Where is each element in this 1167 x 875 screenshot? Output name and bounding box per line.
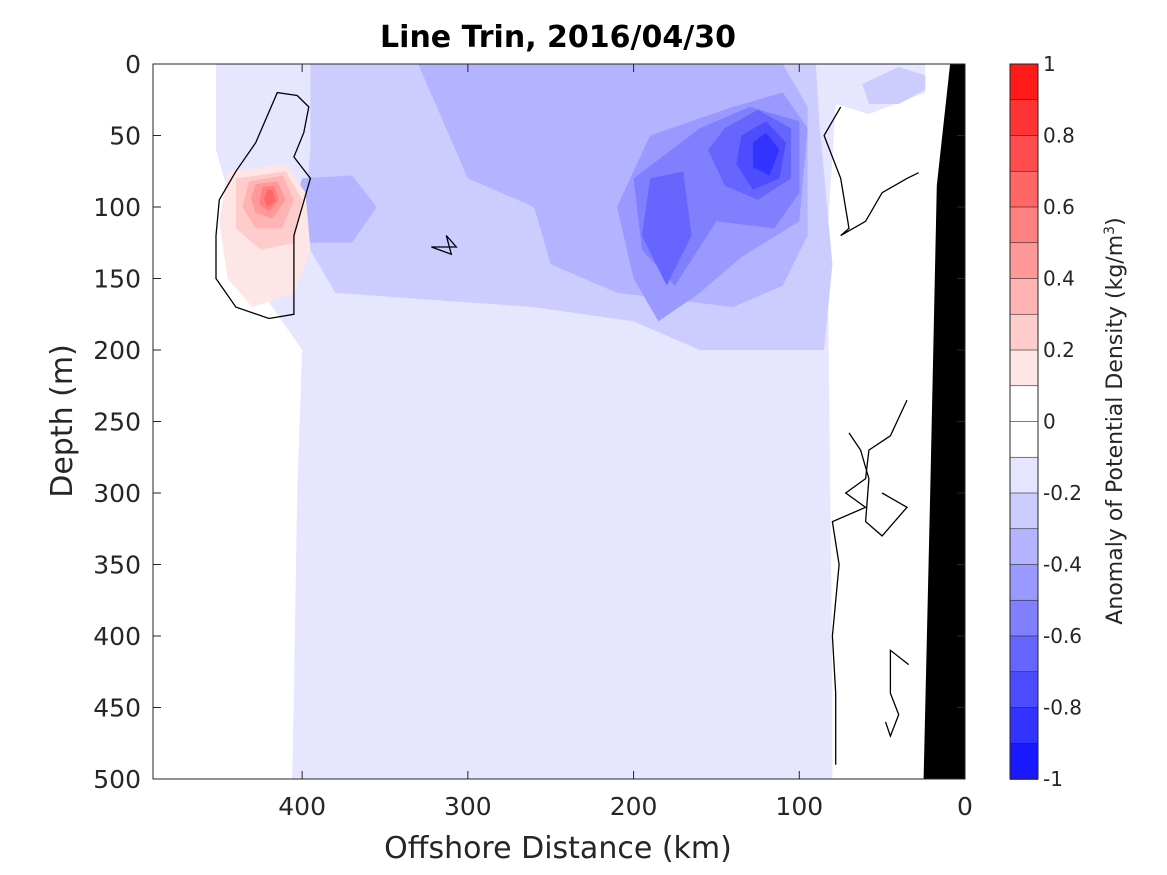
- y-tick-label: 350: [93, 551, 141, 580]
- colorbar-frame: [1009, 63, 1039, 780]
- colorbar-segment: [1009, 63, 1039, 101]
- colorbar-ticks: 1 0.8 0.6 0.4 0.2 0 -0.2 -0.4 -0.6 -0.8 -1: [1043, 52, 1082, 791]
- colorbar-tick-label: 0.4: [1043, 267, 1075, 291]
- x-tick-label: 400: [278, 792, 326, 821]
- y-tick-label: 0: [125, 50, 141, 79]
- colorbar-tick-label: 0.6: [1043, 195, 1075, 219]
- y-tick-label: 250: [93, 408, 141, 437]
- bathymetry-fill: [923, 64, 965, 779]
- colorbar-segment: [1009, 528, 1039, 566]
- x-tick-label: 300: [444, 792, 492, 821]
- colorbar-segment: [1009, 564, 1039, 602]
- y-tick-label: 150: [93, 265, 141, 294]
- colorbar-tick-label: -0.6: [1043, 624, 1082, 648]
- colorbar-tick-label: 0: [1043, 410, 1056, 434]
- zero-contour-line-5: [823, 106, 919, 237]
- colorbar-segment: [1009, 742, 1039, 780]
- contour-region-neg-8: [641, 171, 692, 286]
- zero-contour-line-0: [215, 91, 312, 320]
- colorbar-segment: [1009, 313, 1039, 351]
- x-tick-label: 0: [957, 792, 973, 821]
- colorbar-segment: [1009, 170, 1039, 208]
- colorbar-tick-label: 1: [1043, 52, 1056, 76]
- y-axis-label: Depth (m): [45, 344, 80, 498]
- zero-contour-layer: [215, 91, 919, 765]
- x-tick-label: 100: [775, 792, 823, 821]
- y-tick-label: 500: [93, 765, 141, 794]
- zero-contour-line-4: [884, 648, 910, 738]
- colorbar-segment: [1009, 599, 1039, 637]
- contour-fill-layer: [216, 64, 926, 779]
- colorbar-segment: [1009, 278, 1039, 316]
- y-tick-label: 100: [93, 193, 141, 222]
- x-axis-label: Offshore Distance (km): [384, 831, 732, 866]
- x-axis: 400 300 200 100 0: [278, 64, 973, 821]
- colorbar-segment: [1009, 707, 1039, 745]
- colorbar-segment: [1009, 385, 1039, 423]
- x-tick-label: 200: [610, 792, 658, 821]
- chart-title: Line Trin, 2016/04/30: [380, 20, 736, 55]
- zero-contour-line-3: [848, 432, 909, 537]
- colorbar-segment: [1009, 99, 1039, 137]
- colorbar-tick-label: -1: [1043, 767, 1063, 791]
- colorbar-segment: [1009, 242, 1039, 280]
- y-tick-label: 300: [93, 479, 141, 508]
- colorbar-tick-label: -0.4: [1043, 553, 1082, 577]
- contour-region-neg-4: [293, 175, 377, 243]
- colorbar-segment: [1009, 635, 1039, 673]
- colorbar-segment: [1009, 135, 1039, 173]
- y-tick-label: 50: [109, 122, 141, 151]
- colorbar-segment: [1009, 421, 1039, 459]
- colorbar-label: Anomaly of Potential Density (kg/m3): [1102, 217, 1128, 624]
- colorbar-segment: [1009, 671, 1039, 709]
- colorbar-tick-label: -0.2: [1043, 481, 1082, 505]
- y-axis: 0 50 100 150 200 250 300 350 400 450 500: [93, 50, 965, 794]
- colorbar-segment: [1009, 206, 1039, 244]
- bathymetry-layer: [923, 64, 965, 779]
- y-tick-label: 200: [93, 336, 141, 365]
- colorbar-tick-label: 0.2: [1043, 338, 1075, 362]
- y-tick-label: 450: [93, 694, 141, 723]
- contour-region-neg-2: [862, 66, 926, 104]
- colorbar-segment: [1009, 349, 1039, 387]
- colorbar-segment: [1009, 456, 1039, 494]
- contour-region-neg-10: [752, 132, 780, 176]
- colorbar: [1009, 63, 1039, 780]
- colorbar-tick-label: 0.8: [1043, 124, 1075, 148]
- zero-contour-line-1: [431, 235, 458, 256]
- zero-contour-line-2: [831, 399, 908, 765]
- colorbar-tick-label: -0.8: [1043, 696, 1082, 720]
- y-tick-label: 400: [93, 622, 141, 651]
- contour-region-pos-16: [264, 189, 276, 207]
- colorbar-segment: [1009, 492, 1039, 530]
